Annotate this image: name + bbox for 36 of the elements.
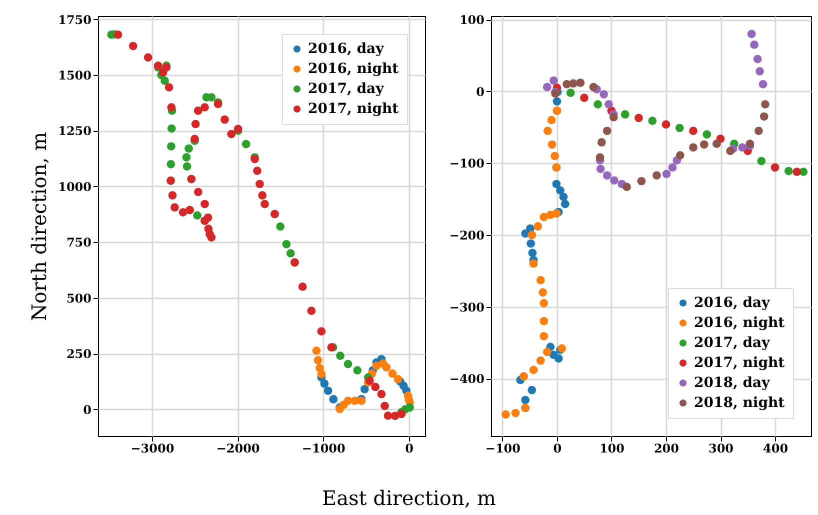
y-tick-label: −300 <box>449 300 484 314</box>
y-axis-title: North direction, m <box>27 132 52 322</box>
y-tick-label: 100 <box>459 13 484 28</box>
legend-label: 2017, day <box>308 81 385 97</box>
y-tick-label: 1000 <box>58 180 92 194</box>
y-tick-label: −200 <box>449 228 484 242</box>
x-axis-title: East direction, m <box>320 486 497 510</box>
x-tick-label: 400 <box>762 442 788 456</box>
y-tick-label: 750 <box>66 236 92 250</box>
legend-label: 2017, day <box>694 335 771 351</box>
legend-label: 2018, night <box>694 395 786 411</box>
legend-label: 2017, night <box>308 101 400 117</box>
y-tick-label: 1250 <box>58 124 92 138</box>
legend-label: 2016, day <box>308 41 385 57</box>
x-tick-label: −100 <box>485 442 521 456</box>
x-tick-label: −3000 <box>130 442 174 456</box>
y-tick-label: −400 <box>449 372 484 386</box>
x-tick-label: 300 <box>708 442 734 456</box>
legend-label: 2016, night <box>308 61 400 77</box>
x-tick-label: −1000 <box>302 442 346 456</box>
x-tick-label: 0 <box>553 442 562 456</box>
x-tick-label: 0 <box>405 442 414 456</box>
x-tick-label: 100 <box>599 442 625 456</box>
y-tick-label: 1500 <box>58 68 92 83</box>
legend-label: 2016, night <box>694 315 786 331</box>
legend-label: 2016, day <box>694 295 771 311</box>
y-tick-label: 0 <box>476 84 484 99</box>
y-tick-label: 500 <box>66 291 92 306</box>
y-tick-label: 1750 <box>58 12 92 27</box>
x-tick-label: −2000 <box>216 442 260 456</box>
y-tick-label: 0 <box>83 402 92 417</box>
legend-label: 2017, night <box>694 355 786 371</box>
legend-label: 2018, day <box>694 375 771 391</box>
y-tick-label: 250 <box>66 347 92 362</box>
y-tick-label: −100 <box>449 156 484 171</box>
x-tick-label: 200 <box>654 442 680 456</box>
